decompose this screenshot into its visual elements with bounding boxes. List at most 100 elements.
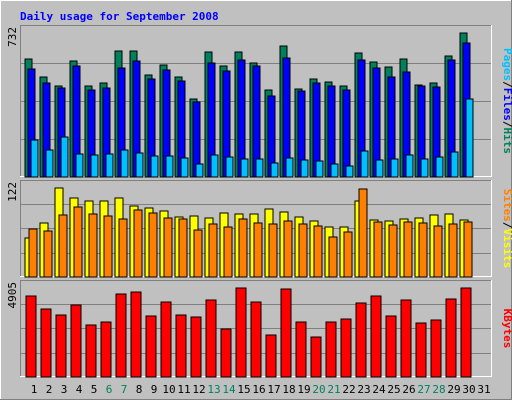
files-bar [342, 89, 351, 178]
kbytes-bar [190, 316, 202, 378]
legend-hits-files-pages: Pages/Files/Hits [501, 48, 512, 154]
kbytes-bar [265, 334, 277, 378]
pages-bar [45, 149, 54, 178]
kbytes-bar [385, 315, 397, 378]
kbytes-bar [175, 314, 187, 378]
kbytes-bar [325, 321, 337, 378]
kbytes-bar [445, 298, 457, 378]
pages-bar [300, 159, 309, 178]
pages-bar [390, 158, 399, 178]
x-tick-label: 27 [417, 383, 430, 396]
sites-bar [328, 236, 338, 278]
x-tick-label: 16 [252, 383, 265, 396]
files-bar [327, 85, 336, 178]
pages-bar [435, 156, 444, 178]
x-tick-label: 19 [297, 383, 310, 396]
x-tick-label: 28 [432, 383, 445, 396]
sites-bar [463, 221, 473, 278]
pages-bar [135, 152, 144, 178]
x-tick-label: 30 [462, 383, 475, 396]
pages-bar [225, 156, 234, 178]
pages-bar [120, 149, 129, 178]
pages-bar [255, 158, 264, 178]
kbytes-bar [340, 318, 352, 378]
x-tick-label: 14 [222, 383, 236, 396]
x-tick-label: 6 [106, 383, 113, 396]
sites-bar [148, 212, 158, 278]
sites-bar [298, 223, 308, 278]
pages-bar [150, 155, 159, 178]
kbytes-bar [460, 287, 472, 378]
pages-bar [270, 162, 279, 178]
kbytes-bar [70, 304, 82, 378]
sites-bar [88, 213, 98, 278]
sites-bar [343, 231, 353, 278]
pages-bar [450, 151, 459, 178]
x-tick-label: 20 [312, 383, 325, 396]
kbytes-bar [250, 301, 262, 378]
y-max-label-hits: 732 [6, 27, 19, 47]
x-tick-label: 1 [31, 383, 38, 396]
sites-bar [388, 224, 398, 278]
pages-bar [60, 136, 69, 178]
x-tick-label: 3 [61, 383, 68, 396]
pages-bar [465, 98, 474, 178]
x-tick-label: 12 [192, 383, 205, 396]
legend-hits-files-pages-part: / [501, 81, 512, 88]
pages-bar [375, 159, 384, 178]
pages-bar [315, 160, 324, 178]
x-tick-label: 7 [121, 383, 128, 396]
legend-sites-visits-part: Sites [501, 189, 512, 222]
legend-kbytes: KBytes [501, 309, 512, 349]
x-tick-label: 2 [46, 383, 53, 396]
sites-bar [283, 220, 293, 278]
bars-layer [24, 32, 474, 378]
sites-bar [238, 218, 248, 278]
sites-bar [223, 226, 233, 278]
kbytes-bar [295, 321, 307, 378]
x-tick-label: 29 [447, 383, 460, 396]
sites-bar [43, 230, 53, 278]
pages-bar [210, 154, 219, 178]
chart-title: Daily usage for September 2008 [20, 10, 219, 23]
sites-bar [103, 215, 113, 278]
kbytes-bar [100, 321, 112, 378]
pages-bar [420, 158, 429, 178]
legend-sites-visits: Sites/Visits [501, 189, 512, 269]
pages-bar [240, 158, 249, 178]
x-tick-label: 23 [357, 383, 370, 396]
x-tick-label: 26 [402, 383, 415, 396]
pages-bar [330, 163, 339, 178]
sites-bar [253, 222, 263, 278]
sites-bar [433, 225, 443, 278]
legend-sites-visits-part: / [501, 222, 512, 229]
sites-bar [358, 188, 368, 278]
legend-hits-files-pages-part: Pages [501, 48, 512, 81]
x-tick-label: 17 [267, 383, 280, 396]
y-max-label-visits: 122 [6, 182, 19, 202]
pages-bar [105, 153, 114, 178]
kbytes-bar [370, 295, 382, 378]
sites-bar [193, 229, 203, 278]
x-tick-label: 9 [151, 383, 158, 396]
kbytes-bar [40, 308, 52, 378]
pages-bar [405, 154, 414, 178]
pages-bar [165, 155, 174, 178]
sites-bar [403, 221, 413, 278]
kbytes-bar [85, 324, 97, 378]
kbytes-bar [430, 319, 442, 378]
kbytes-bar [280, 288, 292, 378]
pages-bar [195, 163, 204, 178]
kbytes-bar [235, 287, 247, 378]
kbytes-bar [25, 295, 37, 378]
kbytes-bar [205, 299, 217, 378]
kbytes-bar [415, 322, 427, 378]
pages-bar [75, 153, 84, 178]
x-tick-label: 10 [162, 383, 175, 396]
legend-hits-files-pages-part: / [501, 121, 512, 128]
sites-bar [373, 221, 383, 278]
x-tick-label: 31 [477, 383, 490, 396]
kbytes-bar [115, 293, 127, 378]
sites-bar [133, 209, 143, 278]
legend-hits-files-pages-part: Files [501, 88, 512, 121]
